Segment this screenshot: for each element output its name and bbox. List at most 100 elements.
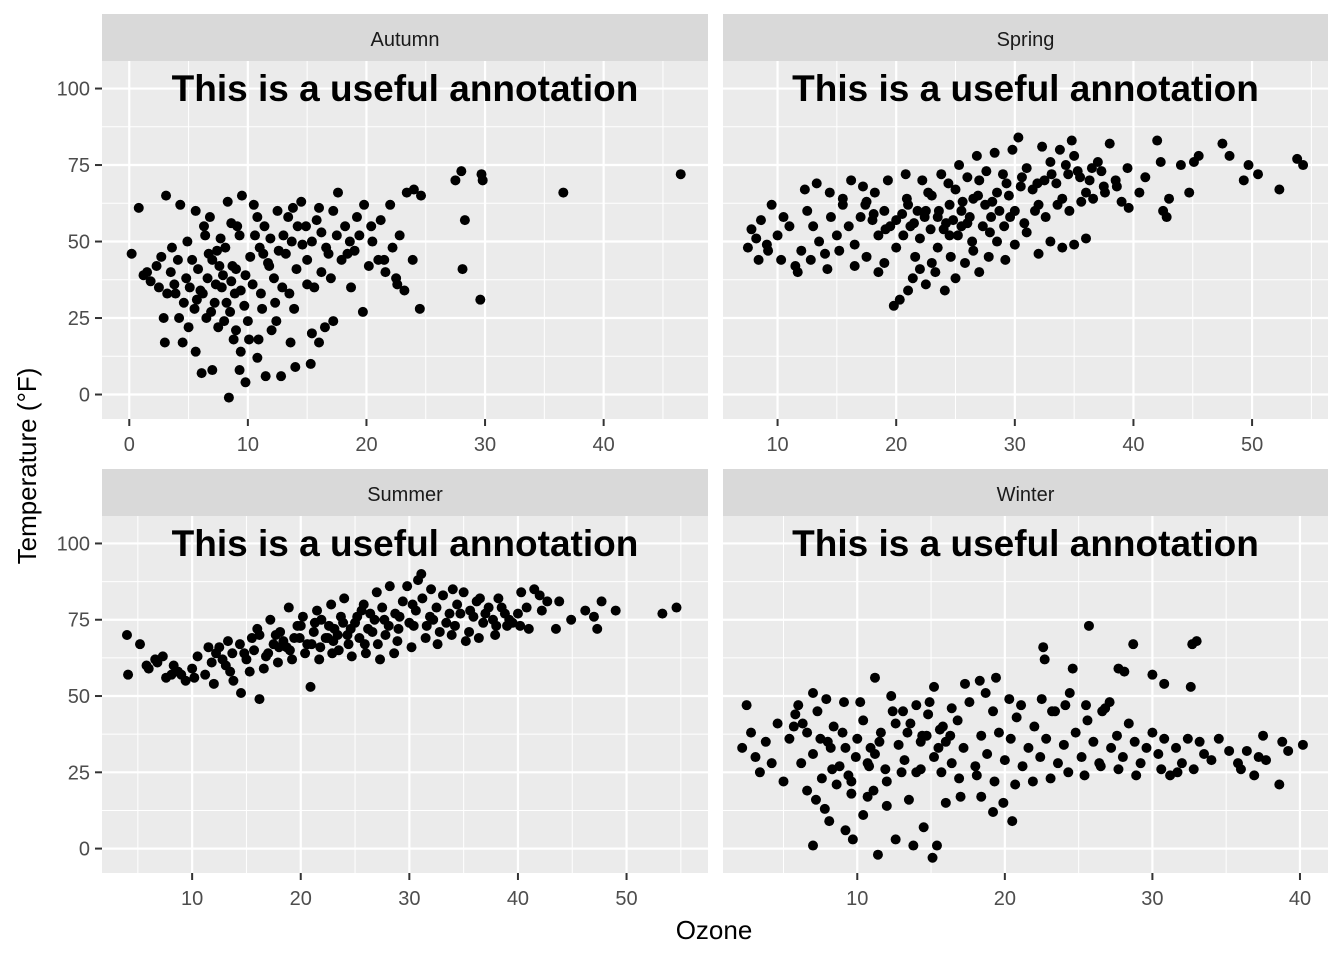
data-point: [846, 175, 857, 186]
data-point: [305, 681, 316, 692]
data-point: [992, 236, 1003, 247]
data-point: [314, 202, 325, 213]
data-point: [903, 285, 914, 296]
data-point: [1152, 135, 1163, 146]
data-point: [283, 602, 294, 613]
strip-background: [723, 14, 1328, 61]
data-point: [287, 654, 298, 665]
data-point: [905, 718, 916, 729]
data-point: [933, 742, 944, 753]
data-point: [1000, 254, 1011, 265]
data-point: [837, 727, 848, 738]
data-point: [882, 175, 893, 186]
data-point: [1069, 150, 1080, 161]
data-point: [968, 245, 979, 256]
data-point: [1081, 233, 1091, 244]
data-point: [843, 221, 854, 232]
data-point: [375, 654, 386, 665]
data-point: [214, 261, 225, 272]
data-point: [284, 645, 295, 656]
data-point: [319, 322, 330, 333]
data-point: [971, 150, 982, 161]
data-point: [379, 614, 390, 625]
data-point: [306, 639, 317, 650]
data-point: [534, 590, 545, 601]
x-tick-label: 40: [1122, 434, 1144, 456]
data-point: [380, 630, 391, 640]
data-point: [950, 273, 961, 284]
x-tick-label: 30: [474, 434, 496, 456]
data-point: [983, 251, 994, 262]
data-point: [821, 694, 832, 705]
data-point: [247, 279, 258, 290]
data-point: [367, 236, 378, 247]
data-point: [1021, 227, 1032, 238]
data-point: [1182, 733, 1193, 744]
data-point: [162, 288, 173, 299]
data-point: [808, 840, 819, 851]
data-point: [1083, 620, 1094, 631]
data-point: [858, 810, 869, 821]
data-point: [309, 617, 320, 628]
data-point: [588, 611, 599, 622]
data-point: [366, 221, 377, 232]
strip-label-spring: Spring: [997, 29, 1055, 51]
data-point: [515, 620, 526, 631]
data-point: [1099, 187, 1110, 198]
data-point: [377, 602, 388, 613]
data-point: [187, 254, 198, 265]
gridlines: [723, 61, 1328, 419]
data-point: [1153, 749, 1164, 759]
data-point: [184, 282, 195, 293]
data-point: [200, 669, 211, 680]
data-point: [177, 337, 188, 348]
data-point: [190, 205, 201, 216]
data-point: [339, 593, 350, 604]
data-point: [1135, 758, 1146, 769]
data-point: [455, 608, 466, 619]
data-point: [263, 257, 274, 268]
data-point: [208, 678, 219, 689]
data-point: [276, 371, 287, 382]
data-point: [1147, 727, 1158, 738]
data-point: [914, 233, 925, 244]
data-point: [426, 584, 437, 595]
data-point: [1213, 733, 1224, 744]
x-tick-label: 40: [507, 888, 529, 910]
data-point: [1076, 752, 1087, 763]
data-point: [502, 620, 513, 631]
data-point: [523, 623, 534, 634]
data-point: [314, 654, 325, 665]
data-point: [977, 221, 988, 232]
data-point: [1129, 736, 1140, 747]
data-point: [840, 742, 851, 753]
data-point: [1045, 773, 1056, 784]
data-point: [861, 251, 872, 262]
data-point: [941, 218, 952, 229]
data-point: [1277, 736, 1288, 747]
data-point: [1063, 767, 1074, 778]
data-point: [1003, 190, 1014, 201]
y-tick-label: 0: [79, 839, 90, 861]
data-point: [294, 633, 305, 644]
x-tick-label: 10: [181, 888, 203, 910]
data-point: [850, 752, 861, 763]
data-point: [1188, 764, 1199, 775]
data-point: [990, 672, 1001, 683]
data-point: [159, 337, 170, 348]
data-point: [755, 215, 766, 226]
data-point: [566, 614, 577, 625]
data-point: [1159, 733, 1170, 744]
data-point: [277, 282, 288, 293]
data-point: [796, 245, 807, 256]
y-tick-label: 25: [68, 762, 90, 784]
data-point: [751, 233, 762, 244]
data-point: [998, 797, 1009, 808]
data-point: [521, 602, 532, 613]
data-point: [869, 672, 880, 683]
data-point: [1052, 199, 1063, 210]
data-point: [880, 224, 891, 235]
data-point: [881, 776, 892, 787]
data-point: [1007, 816, 1018, 827]
data-point: [943, 178, 954, 189]
